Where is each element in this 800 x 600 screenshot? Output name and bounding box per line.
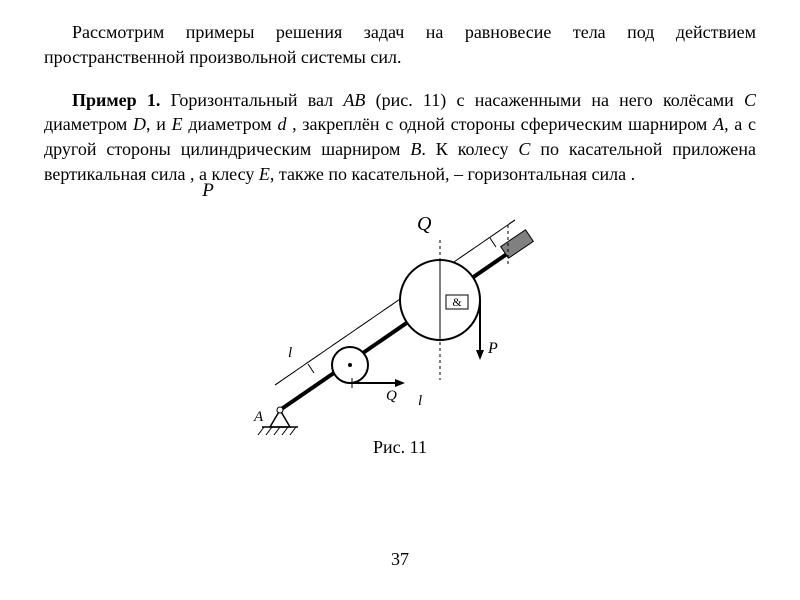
overlay-Q: Q [389, 211, 431, 239]
t1: диаметром [44, 114, 133, 134]
page-number: 37 [0, 549, 800, 570]
var-A: A [713, 114, 724, 134]
fig-Q: Q [386, 388, 397, 404]
t4: , закреплён с одной стороны сферическим … [286, 114, 713, 134]
t-before-ab: Горизонтальный вал [160, 90, 343, 110]
fig-P: P [487, 340, 498, 357]
t-after-ab: (рис. 11) с насаженными на него колёсами [365, 90, 744, 110]
var-AB: AB [343, 90, 365, 110]
var-B: B [410, 139, 421, 159]
page: Рассмотрим примеры решения задач на равн… [0, 0, 800, 600]
overlay-P: P [174, 178, 214, 204]
example-label: Пример 1. [72, 90, 160, 110]
t7b: лесу [220, 164, 259, 184]
figure-caption: Рис. 11 [44, 437, 756, 458]
example-paragraph: Пример 1. Горизонтальный вал AB (рис. 11… [44, 88, 756, 187]
var-D: D [133, 114, 146, 134]
intro-text: Рассмотрим примеры решения задач на равн… [44, 22, 756, 67]
var-C2: C [518, 139, 530, 159]
t8: , также по касательной, – горизонтальная… [270, 164, 635, 184]
fig-amp: & [452, 295, 462, 309]
figure-11: & P Q A l l [240, 205, 560, 435]
fig-l2-label: l [418, 393, 422, 409]
var-C: C [744, 90, 756, 110]
var-E: E [172, 114, 183, 134]
intro-paragraph: Рассмотрим примеры решения задач на равн… [44, 20, 756, 70]
fig-l-label: l [288, 345, 292, 361]
fig-A-label: A [253, 409, 264, 425]
t2: , и [146, 114, 172, 134]
t3: диаметром [183, 114, 278, 134]
var-E2: E [259, 164, 270, 184]
t6: . К колесу [421, 139, 518, 159]
